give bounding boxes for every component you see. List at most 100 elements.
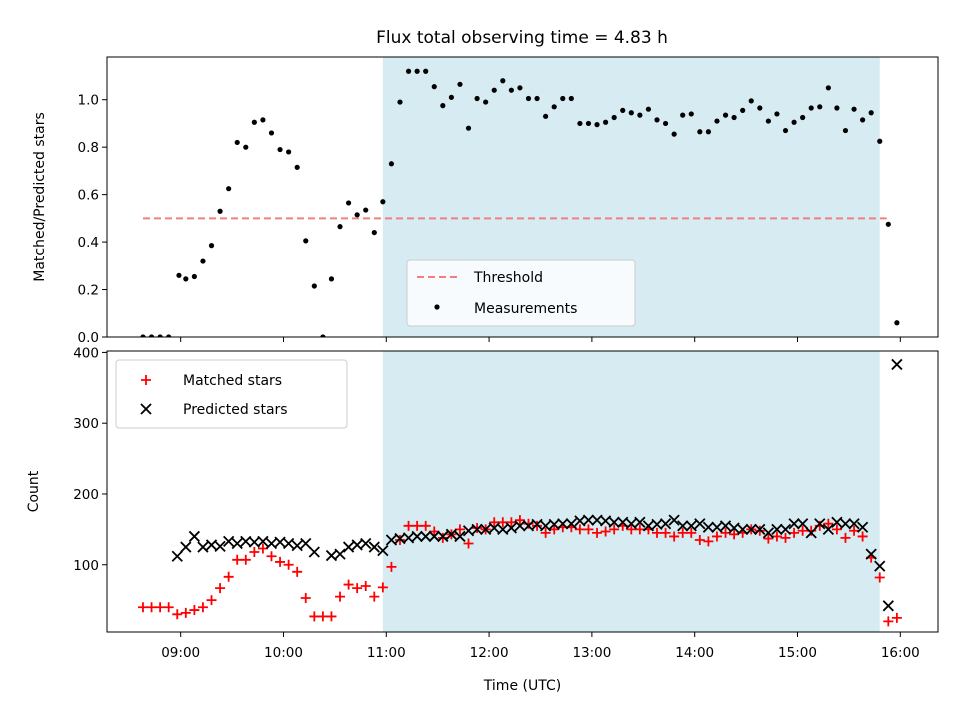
data-point — [360, 537, 372, 550]
data-point — [680, 112, 686, 118]
data-point — [797, 518, 809, 530]
data-point — [671, 131, 677, 137]
data-point — [805, 527, 817, 539]
data-point — [303, 238, 309, 244]
data-point — [266, 551, 277, 562]
data-point — [326, 611, 337, 622]
data-point — [885, 221, 891, 227]
data-point — [797, 525, 808, 536]
data-point — [282, 537, 295, 550]
y-axis-label: Matched/Predicted stars — [32, 112, 48, 282]
data-point — [311, 283, 317, 289]
data-point — [637, 112, 643, 118]
data-point — [497, 517, 508, 528]
data-point — [500, 78, 506, 84]
y-tick-label: 1.0 — [78, 93, 99, 109]
data-point — [483, 99, 489, 105]
data-point — [568, 95, 574, 102]
data-point — [457, 81, 463, 87]
data-point — [609, 524, 620, 535]
data-point — [771, 523, 783, 536]
x-tick-label: 10:00 — [264, 645, 303, 661]
data-point — [791, 119, 797, 125]
y-tick-label: 0.0 — [78, 330, 99, 346]
data-point — [702, 521, 715, 533]
data-point — [508, 87, 514, 93]
data-point — [189, 605, 200, 616]
data-point — [360, 580, 371, 591]
data-point — [634, 524, 645, 535]
data-point — [166, 334, 172, 337]
data-point — [463, 538, 474, 549]
data-point — [574, 524, 585, 535]
data-point — [445, 528, 458, 540]
data-point — [779, 523, 792, 536]
data-point — [822, 523, 834, 536]
data-point — [565, 518, 577, 530]
data-point — [363, 207, 369, 213]
data-point — [540, 527, 551, 538]
x-tick-label: 12:00 — [470, 645, 509, 661]
data-point — [514, 515, 525, 526]
data-point — [788, 518, 800, 530]
bottom-panel: 100 200 300 400 09:00 10:00 11:00 12:00 13:00 14:… — [26, 345, 939, 694]
data-point — [860, 117, 866, 123]
axes-frame — [106, 56, 939, 338]
data-point — [188, 530, 201, 543]
legend-measurements-swatch — [434, 304, 440, 310]
data-point — [240, 554, 251, 565]
data-point — [688, 111, 694, 117]
data-point — [685, 520, 697, 532]
data-point — [234, 139, 240, 146]
data-point — [754, 525, 765, 536]
data-point — [405, 68, 412, 74]
data-point — [620, 107, 626, 113]
data-point — [856, 521, 869, 533]
data-point — [368, 541, 380, 553]
data-point — [231, 537, 243, 550]
data-point — [660, 527, 671, 538]
data-point — [386, 561, 397, 572]
data-point — [703, 536, 714, 547]
data-point — [594, 122, 600, 128]
data-point — [848, 518, 860, 530]
data-point — [309, 611, 320, 622]
y-tick-label: 0.6 — [78, 188, 99, 204]
data-point — [720, 527, 731, 538]
data-point — [825, 85, 831, 91]
data-point — [300, 593, 311, 604]
y-tick-label: 400 — [73, 345, 99, 361]
data-point — [883, 616, 894, 627]
data-point — [662, 120, 669, 127]
series-measurements — [140, 68, 900, 337]
data-point — [380, 199, 386, 205]
data-point — [172, 609, 183, 620]
data-point — [157, 334, 163, 337]
data-point — [645, 106, 652, 112]
data-point — [659, 518, 672, 530]
data-point — [842, 127, 849, 134]
data-point — [894, 320, 900, 326]
data-point — [257, 543, 268, 554]
y-tick-label: 100 — [73, 558, 99, 574]
data-point — [294, 164, 300, 170]
data-point — [839, 518, 852, 530]
data-point — [506, 517, 517, 528]
data-point — [534, 95, 540, 102]
data-point — [206, 595, 217, 606]
data-point — [155, 602, 166, 613]
x-tick-label: 16:00 — [881, 645, 920, 661]
data-point — [517, 85, 523, 91]
data-point — [745, 523, 757, 536]
data-point — [551, 104, 557, 110]
data-point — [697, 129, 703, 135]
x-tick-label: 14:00 — [675, 645, 714, 661]
data-point — [388, 161, 395, 167]
data-point — [754, 523, 766, 536]
data-point — [352, 583, 363, 594]
x-tick-label: 13:00 — [572, 645, 611, 661]
data-point — [851, 106, 857, 112]
data-point — [337, 224, 343, 230]
data-point — [197, 602, 208, 613]
data-point — [577, 120, 583, 127]
